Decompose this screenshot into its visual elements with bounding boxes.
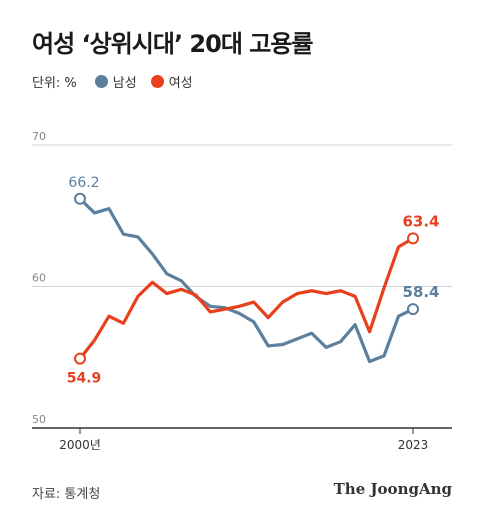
series-line-female xyxy=(78,236,415,361)
legend-item-male: 남성 xyxy=(94,72,137,91)
legend: 단위: % 남성 여성 xyxy=(32,72,207,91)
marker-male-start xyxy=(74,192,86,205)
chart-title: 여성 ‘상위시대’ 20대 고용률 xyxy=(32,30,313,58)
x-tick-label-2000: 2000년 xyxy=(59,438,101,452)
y-tick-label-60: 60 xyxy=(32,272,46,285)
x-tick-label-2023: 2023 xyxy=(398,438,429,452)
legend-dot-female xyxy=(150,75,164,88)
unit-label: 단위: % xyxy=(32,76,77,91)
legend-item-female: 여성 xyxy=(150,72,193,91)
data-label-female-start: 54.9 xyxy=(67,371,102,387)
brand-logo: The JoongAng xyxy=(333,480,452,498)
series-line-male xyxy=(78,197,415,364)
y-tick-label-50: 50 xyxy=(32,413,46,426)
y-tick-label-70: 70 xyxy=(32,130,46,143)
data-label-female-end: 63.4 xyxy=(402,212,439,230)
data-label-male-end: 58.4 xyxy=(402,283,439,301)
marker-male-end xyxy=(407,303,419,316)
source-note: 자료: 통계청 xyxy=(32,487,101,502)
marker-female-start xyxy=(74,352,86,365)
marker-female-end xyxy=(407,232,419,245)
legend-label-female: 여성 xyxy=(168,76,193,91)
legend-label-male: 남성 xyxy=(112,76,137,91)
legend-dot-male xyxy=(94,75,108,88)
data-label-male-start: 66.2 xyxy=(68,175,99,191)
